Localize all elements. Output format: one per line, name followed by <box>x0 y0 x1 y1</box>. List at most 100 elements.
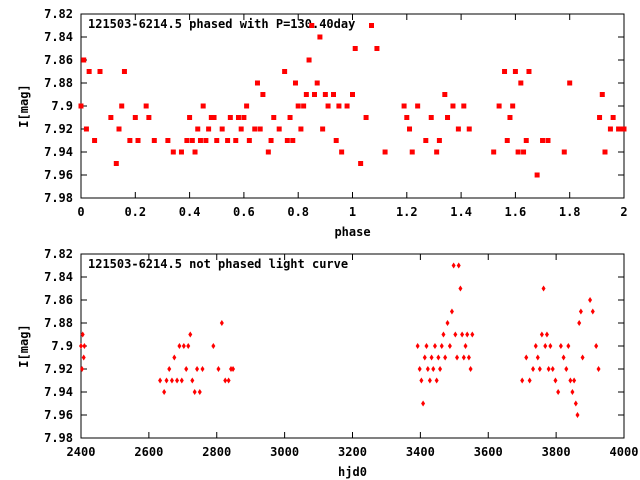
data-point <box>455 126 461 132</box>
data-point <box>535 354 540 361</box>
data-point <box>451 262 456 269</box>
y-tick-label: 7.96 <box>44 408 73 422</box>
data-point <box>545 138 551 143</box>
data-point <box>252 126 258 132</box>
data-point <box>590 308 595 315</box>
y-tick-label: 7.98 <box>44 191 73 205</box>
data-point <box>79 343 83 349</box>
data-point <box>282 69 288 74</box>
data-point <box>436 138 442 143</box>
data-point <box>167 366 172 372</box>
data-point <box>539 331 544 338</box>
data-point <box>301 103 307 109</box>
x-tick-label: 2600 <box>134 445 163 459</box>
data-point <box>177 343 182 349</box>
data-point <box>184 138 190 143</box>
y-tick-label: 7.92 <box>44 362 73 376</box>
data-point <box>438 366 443 372</box>
y-tick-label: 7.86 <box>44 53 73 67</box>
data-point <box>317 34 323 40</box>
data-point <box>187 115 193 120</box>
data-point <box>607 126 613 132</box>
data-point <box>407 126 413 132</box>
data-point <box>208 115 214 120</box>
data-point <box>597 115 603 120</box>
data-point <box>311 92 317 97</box>
data-point <box>132 115 138 120</box>
data-point <box>463 343 468 349</box>
data-point <box>116 126 122 132</box>
data-point <box>271 115 277 120</box>
data-point <box>621 126 627 132</box>
data-point <box>265 149 271 155</box>
data-point <box>599 92 605 97</box>
data-point <box>172 354 177 361</box>
x-tick-label: 3200 <box>338 445 367 459</box>
data-point <box>491 149 497 155</box>
data-point <box>520 377 525 384</box>
data-point <box>287 115 293 120</box>
data-point <box>510 103 516 109</box>
data-point <box>461 103 467 109</box>
data-point <box>447 343 452 349</box>
data-point <box>502 69 508 74</box>
y-tick-label: 7.84 <box>44 270 73 284</box>
data-point <box>527 377 532 384</box>
plot-frame <box>80 253 625 439</box>
x-tick-label: 2 <box>620 205 627 219</box>
data-point <box>170 149 176 155</box>
y-tick-label: 7.9 <box>51 99 73 113</box>
y-tick-label: 7.98 <box>44 431 73 445</box>
data-point <box>162 389 167 395</box>
data-point <box>189 138 195 143</box>
data-point <box>216 366 221 372</box>
data-point <box>548 343 553 349</box>
data-point <box>460 331 465 338</box>
plot-frame <box>80 13 625 199</box>
x-tick-label: 1.8 <box>559 205 581 219</box>
data-point <box>434 149 440 155</box>
data-point <box>119 103 125 109</box>
data-point <box>415 103 421 109</box>
data-point <box>197 389 202 395</box>
y-tick-label: 7.86 <box>44 293 73 307</box>
data-point <box>254 80 260 86</box>
data-point <box>190 377 195 384</box>
data-point <box>330 92 336 97</box>
x-tick-label: 3800 <box>542 445 571 459</box>
data-point <box>82 343 87 349</box>
data-point <box>295 103 301 109</box>
data-point <box>521 149 527 155</box>
data-point <box>219 126 225 132</box>
data-point <box>211 115 217 120</box>
data-point <box>350 92 355 97</box>
data-point <box>97 69 103 74</box>
x-tick-label: 0.8 <box>287 205 309 219</box>
data-point <box>566 343 571 349</box>
data-point <box>146 115 152 120</box>
x-tick-label: 3000 <box>270 445 299 459</box>
unphased-light-curve-panel: 2400 2600 2800 3000 3200 3400 3600 3800 4000 7.82… <box>17 247 638 479</box>
data-point <box>309 23 315 28</box>
data-point <box>206 126 212 132</box>
data-point <box>83 126 89 132</box>
data-point <box>546 366 551 372</box>
x-tick-label: 1.4 <box>450 205 472 219</box>
data-point <box>445 115 451 120</box>
y-tick-label: 7.88 <box>44 76 73 90</box>
data-point <box>322 92 328 97</box>
data-point <box>602 149 608 155</box>
data-point <box>197 138 203 143</box>
data-point <box>428 115 434 120</box>
data-point <box>344 103 350 109</box>
data-point <box>235 115 241 120</box>
data-point <box>164 377 169 384</box>
data-point <box>369 23 375 28</box>
data-point <box>465 331 470 338</box>
data-point <box>415 343 420 349</box>
data-point <box>425 366 430 372</box>
data-point <box>575 412 580 418</box>
data-point <box>461 354 466 361</box>
data-point <box>292 80 298 86</box>
data-point <box>195 366 200 372</box>
